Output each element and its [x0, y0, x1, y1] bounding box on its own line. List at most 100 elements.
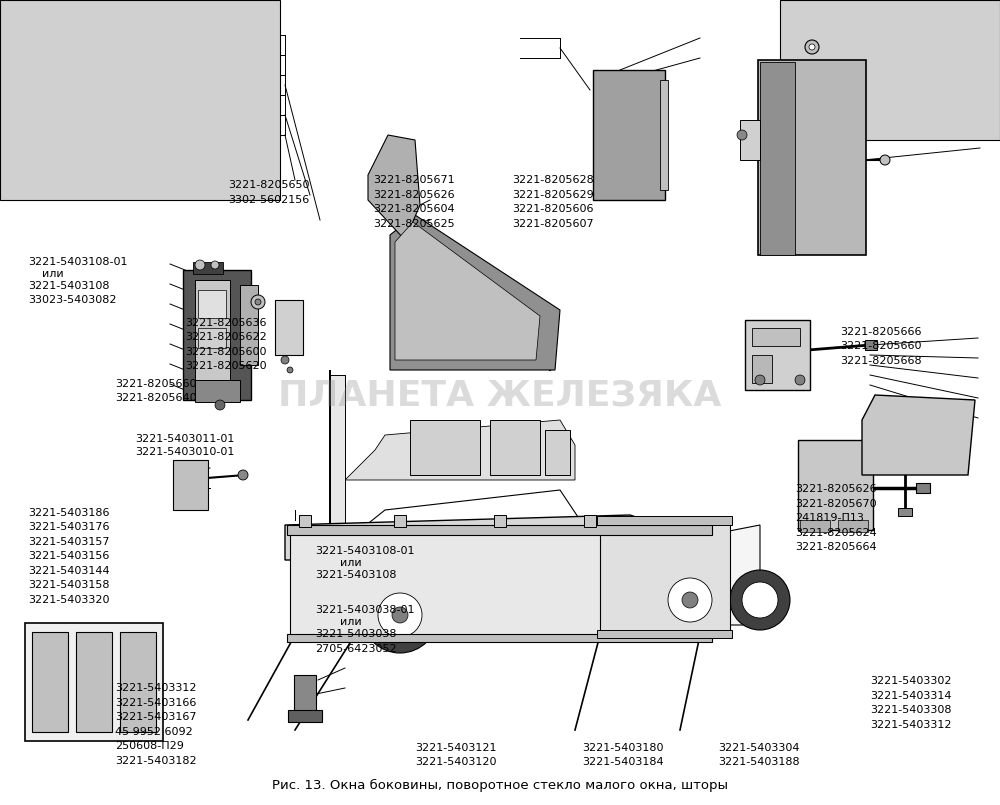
- Bar: [494, 515, 506, 527]
- Bar: [898, 508, 912, 516]
- Bar: [593, 70, 665, 200]
- Circle shape: [668, 578, 712, 622]
- Circle shape: [362, 577, 438, 653]
- Text: 3221-8205624: 3221-8205624: [795, 528, 877, 538]
- Text: 3221-5403312: 3221-5403312: [115, 683, 196, 693]
- Circle shape: [742, 582, 778, 618]
- Text: 3221-5403186: 3221-5403186: [28, 508, 110, 518]
- Bar: [798, 440, 873, 530]
- Bar: [240, 285, 258, 365]
- Circle shape: [682, 592, 698, 608]
- Polygon shape: [395, 222, 540, 360]
- Text: 3221-5403182: 3221-5403182: [115, 756, 197, 766]
- Text: 3221-5403304: 3221-5403304: [718, 743, 800, 753]
- Text: 3221-8205606: 3221-8205606: [512, 204, 594, 214]
- Text: 3221-5403314: 3221-5403314: [870, 691, 952, 700]
- Text: 3221-5403308: 3221-5403308: [870, 705, 952, 715]
- Text: 3221-8205668: 3221-8205668: [840, 356, 922, 365]
- Bar: [287, 525, 712, 535]
- Text: 3221-8205604: 3221-8205604: [373, 204, 455, 214]
- Text: 3221-8205620: 3221-8205620: [185, 361, 267, 371]
- Circle shape: [795, 375, 805, 385]
- Text: 3221-8205671: 3221-8205671: [373, 175, 455, 185]
- Bar: [760, 62, 795, 255]
- Text: 3221-8205670: 3221-8205670: [795, 499, 877, 509]
- Bar: [25, 623, 163, 741]
- Bar: [32, 632, 68, 732]
- Bar: [597, 516, 732, 525]
- Circle shape: [378, 593, 422, 637]
- Text: 3221-5403157: 3221-5403157: [28, 537, 110, 547]
- Bar: [545, 430, 570, 475]
- Polygon shape: [345, 375, 575, 480]
- Text: 45 9952 6092: 45 9952 6092: [115, 727, 193, 737]
- Text: 3221-8205629: 3221-8205629: [512, 190, 594, 200]
- Bar: [394, 515, 406, 527]
- Circle shape: [755, 375, 765, 385]
- Bar: [838, 520, 868, 532]
- Bar: [660, 80, 668, 190]
- Text: 3221-5403312: 3221-5403312: [870, 720, 952, 729]
- Text: 3221-5403108: 3221-5403108: [28, 281, 110, 291]
- Polygon shape: [285, 515, 720, 560]
- Text: 3221-5403038: 3221-5403038: [315, 630, 396, 639]
- Text: 3221-5403038-01: 3221-5403038-01: [315, 605, 415, 615]
- Bar: [584, 515, 596, 527]
- Text: 3221-5403180: 3221-5403180: [582, 743, 664, 753]
- Circle shape: [281, 356, 289, 364]
- Bar: [745, 320, 810, 390]
- Text: 3221-5403302: 3221-5403302: [870, 676, 952, 686]
- Bar: [195, 280, 230, 380]
- Text: или: или: [340, 558, 362, 568]
- Bar: [600, 520, 730, 635]
- Text: 241819-П13: 241819-П13: [795, 514, 864, 523]
- Bar: [410, 420, 480, 475]
- Circle shape: [392, 607, 408, 623]
- Bar: [299, 515, 311, 527]
- Bar: [752, 355, 772, 383]
- Bar: [198, 290, 226, 318]
- Text: 3221-8205628: 3221-8205628: [512, 175, 594, 185]
- Polygon shape: [330, 370, 580, 560]
- Bar: [597, 630, 732, 638]
- Bar: [800, 520, 830, 532]
- Bar: [758, 60, 866, 255]
- Text: 3221-5403158: 3221-5403158: [28, 580, 110, 590]
- Text: 3221-5403121: 3221-5403121: [415, 743, 496, 753]
- Bar: [195, 380, 240, 402]
- Bar: [290, 530, 710, 640]
- Polygon shape: [862, 395, 975, 475]
- Bar: [120, 632, 156, 732]
- Bar: [76, 632, 112, 732]
- Bar: [740, 120, 760, 160]
- Text: 3221-5403176: 3221-5403176: [28, 522, 110, 532]
- Text: 3221-8205664: 3221-8205664: [795, 543, 877, 552]
- Text: 3221-8205650: 3221-8205650: [228, 180, 310, 190]
- Text: 3221-8205636: 3221-8205636: [185, 318, 266, 328]
- Circle shape: [805, 40, 819, 54]
- Polygon shape: [0, 0, 280, 200]
- Text: 3221-8205640: 3221-8205640: [115, 394, 197, 403]
- Bar: [287, 634, 712, 642]
- Text: 3221-5403108-01: 3221-5403108-01: [315, 546, 415, 555]
- Bar: [490, 420, 540, 475]
- Polygon shape: [390, 215, 560, 370]
- Text: 2705-6423052: 2705-6423052: [315, 644, 397, 654]
- Bar: [752, 328, 800, 346]
- Text: 3221-5403156: 3221-5403156: [28, 551, 109, 561]
- Text: Рис. 13. Окна боковины, поворотное стекло малого окна, шторы: Рис. 13. Окна боковины, поворотное стекл…: [272, 778, 728, 791]
- Text: 3221-8205625: 3221-8205625: [373, 219, 455, 229]
- Text: 3221-5403184: 3221-5403184: [582, 758, 664, 767]
- Bar: [288, 710, 322, 722]
- Polygon shape: [330, 375, 345, 560]
- Text: 3221-8205607: 3221-8205607: [512, 219, 594, 229]
- Circle shape: [211, 261, 219, 269]
- Text: 3221-5403108: 3221-5403108: [315, 570, 396, 580]
- Circle shape: [652, 562, 728, 638]
- Text: 3302-5602156: 3302-5602156: [228, 195, 309, 204]
- Circle shape: [195, 260, 205, 270]
- Text: 3221-5403166: 3221-5403166: [115, 698, 196, 708]
- Text: ПЛАНЕТА ЖЕЛЕЗЯКА: ПЛАНЕТА ЖЕЛЕЗЯКА: [278, 378, 722, 412]
- Text: 3221-5403167: 3221-5403167: [115, 712, 196, 722]
- Bar: [183, 270, 251, 400]
